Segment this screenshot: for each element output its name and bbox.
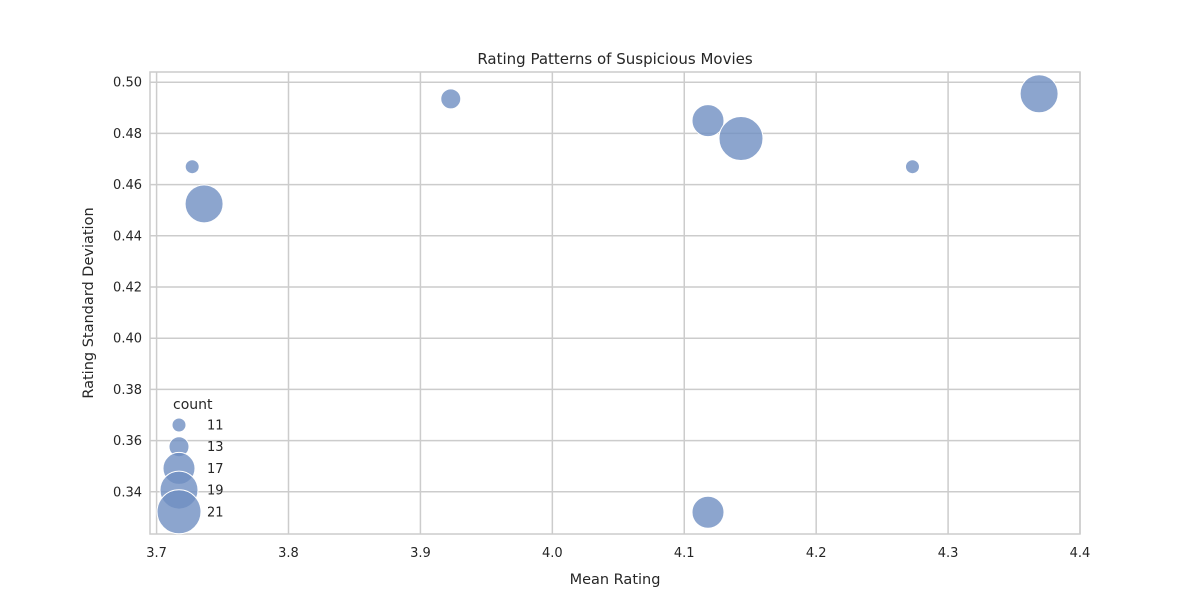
y-tick-label: 0.46 — [113, 178, 142, 193]
x-axis-title: Mean Rating — [570, 572, 661, 588]
legend-label: 17 — [207, 462, 224, 477]
legend-label: 21 — [207, 505, 224, 520]
legend-label: 11 — [207, 419, 224, 434]
legend-marker — [171, 417, 187, 433]
legend-marker — [156, 489, 202, 535]
data-point — [904, 159, 920, 175]
grid-lines — [150, 72, 1081, 534]
size-legend: count 11 13 17 19 21 — [156, 397, 224, 535]
data-point — [184, 159, 200, 175]
x-tick-label: 3.7 — [146, 546, 167, 561]
x-tick-label: 3.8 — [278, 546, 299, 561]
x-tick-label: 4.0 — [542, 546, 563, 561]
data-point — [184, 184, 224, 224]
x-tick-labels: 3.7 3.8 3.9 4.0 4.1 4.2 4.3 4.4 — [146, 546, 1090, 561]
legend-title: count — [173, 397, 213, 413]
y-tick-label: 0.50 — [113, 76, 142, 91]
x-tick-label: 3.9 — [410, 546, 431, 561]
x-tick-label: 4.3 — [938, 546, 959, 561]
y-tick-label: 0.36 — [113, 434, 142, 449]
y-tick-label: 0.42 — [113, 281, 142, 296]
data-point — [691, 495, 725, 529]
x-tick-label: 4.1 — [674, 546, 695, 561]
data-point — [691, 104, 725, 138]
y-axis-title: Rating Standard Deviation — [81, 207, 97, 398]
y-tick-label: 0.40 — [113, 332, 142, 347]
data-point — [440, 88, 462, 110]
data-point — [1019, 74, 1059, 114]
x-tick-label: 4.2 — [806, 546, 827, 561]
y-tick-label: 0.34 — [113, 485, 142, 500]
y-tick-labels: 0.34 0.36 0.38 0.40 0.42 0.44 0.46 0.48 0.50 — [113, 76, 142, 501]
data-points — [184, 74, 1059, 529]
y-tick-label: 0.44 — [113, 229, 142, 244]
y-tick-label: 0.48 — [113, 127, 142, 142]
data-point — [718, 116, 764, 162]
plot-frame — [149, 71, 1081, 535]
legend-label: 19 — [207, 484, 224, 499]
y-tick-label: 0.38 — [113, 383, 142, 398]
legend-label: 13 — [207, 440, 224, 455]
chart-title: Rating Patterns of Suspicious Movies — [477, 50, 753, 68]
x-tick-label: 4.4 — [1070, 546, 1091, 561]
